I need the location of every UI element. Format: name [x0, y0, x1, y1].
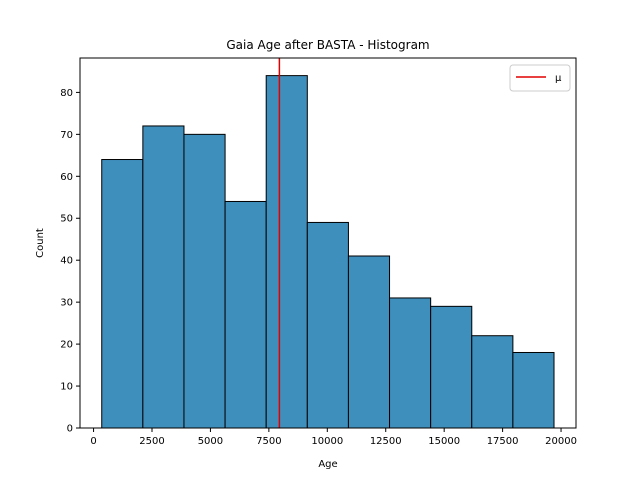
y-tick-label: 40	[60, 256, 73, 267]
y-tick-label: 80	[60, 88, 73, 99]
histogram-bar	[306, 221, 349, 429]
histogram-bar	[183, 133, 226, 429]
histogram-bar	[101, 159, 144, 429]
x-tick-label: 7500	[256, 436, 281, 447]
x-axis-ticks: 0 2500 5000 7500 10000 12500 15000 17500 20000	[90, 428, 577, 447]
histogram-bar	[265, 75, 308, 429]
y-tick-label: 20	[60, 340, 73, 351]
histogram-bar	[512, 351, 555, 429]
y-tick-label: 0	[67, 424, 73, 435]
x-tick-label: 17500	[487, 436, 519, 447]
y-tick-label: 60	[60, 172, 73, 183]
x-tick-label: 10000	[311, 436, 343, 447]
chart-title: Gaia Age after BASTA - Histogram	[226, 38, 429, 52]
histogram-bar	[347, 255, 391, 429]
x-tick-label: 2500	[139, 436, 164, 447]
bars-group	[101, 75, 555, 429]
y-tick-label: 10	[60, 382, 73, 393]
x-tick-label: 15000	[428, 436, 460, 447]
x-axis-label: Age	[318, 459, 337, 470]
histogram-bar	[430, 305, 473, 429]
x-tick-label: 5000	[198, 436, 223, 447]
legend-box	[509, 64, 571, 92]
y-axis-label: Count	[35, 228, 46, 258]
x-tick-label: 0	[90, 436, 96, 447]
legend-label-mean: μ	[555, 73, 562, 84]
y-tick-label: 70	[60, 130, 73, 141]
x-tick-label: 20000	[545, 436, 577, 447]
histogram-bar	[224, 200, 267, 429]
histogram-bar	[389, 297, 432, 429]
histogram-bar	[142, 125, 185, 429]
plot-frame	[79, 57, 577, 429]
legend: μ	[509, 64, 571, 92]
x-tick-label: 12500	[370, 436, 402, 447]
y-tick-label: 30	[60, 298, 73, 309]
y-tick-label: 50	[60, 214, 73, 225]
histogram-bar	[471, 335, 514, 429]
y-axis-ticks: 0 10 20 30 40 50 60 70 80	[60, 88, 80, 435]
